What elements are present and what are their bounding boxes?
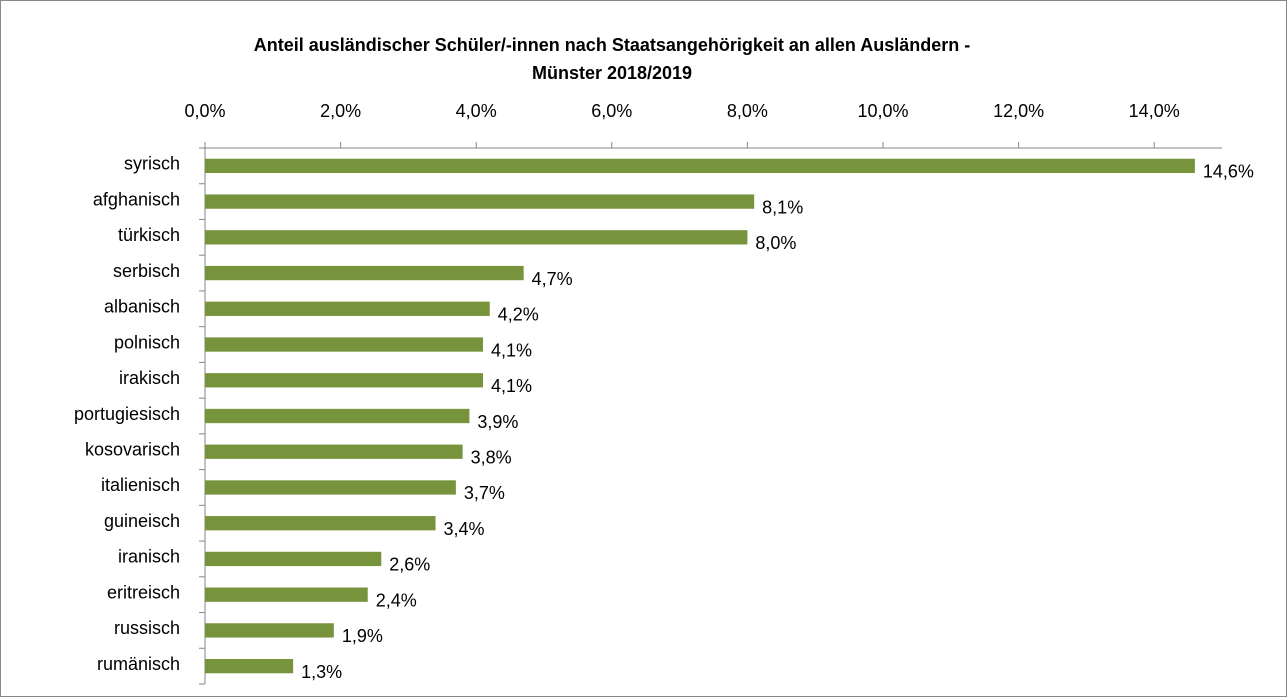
x-tick-label: 2,0% [320, 101, 361, 121]
bar [205, 337, 483, 352]
y-tick-label: iranisch [118, 547, 180, 567]
y-tick-label: syrisch [124, 154, 180, 174]
bar [205, 587, 368, 602]
y-tick-label: albanisch [104, 297, 180, 317]
value-label: 2,6% [389, 555, 430, 575]
y-tick-label: portugiesisch [74, 404, 180, 424]
value-label: 1,3% [301, 662, 342, 682]
value-label: 8,1% [762, 197, 803, 217]
bar [205, 265, 524, 281]
y-tick-label: türkisch [118, 225, 180, 245]
y-tick-label: rumänisch [97, 654, 180, 674]
chart-title: Münster 2018/2019 [532, 63, 692, 83]
value-label: 8,0% [755, 233, 796, 253]
bar [205, 373, 483, 388]
x-tick-label: 6,0% [591, 101, 632, 121]
y-tick-label: serbisch [113, 261, 180, 281]
value-label: 4,1% [491, 376, 532, 396]
bar [205, 194, 755, 209]
value-label: 3,7% [464, 483, 505, 503]
y-tick-label: irakisch [119, 368, 180, 388]
bar [205, 408, 470, 424]
value-label: 4,7% [532, 269, 573, 289]
value-label: 3,4% [444, 519, 485, 539]
value-label: 4,1% [491, 340, 532, 360]
y-tick-label: eritreisch [107, 582, 180, 602]
x-tick-label: 10,0% [857, 101, 908, 121]
y-tick-label: kosovarisch [85, 439, 180, 459]
x-tick-label: 0,0% [184, 101, 225, 121]
y-tick-label: guineisch [104, 511, 180, 531]
bar [205, 301, 490, 316]
value-label: 3,8% [471, 447, 512, 467]
value-label: 3,9% [477, 412, 518, 432]
value-label: 4,2% [498, 305, 539, 325]
bar [205, 658, 294, 674]
x-tick-label: 14,0% [1129, 101, 1180, 121]
chart-title: Anteil ausländischer Schüler/-innen nach… [254, 35, 971, 55]
x-tick-label: 4,0% [456, 101, 497, 121]
bar [205, 623, 334, 638]
x-tick-label: 8,0% [727, 101, 768, 121]
x-tick-label: 12,0% [993, 101, 1044, 121]
bar [205, 551, 382, 567]
y-tick-label: afghanisch [93, 189, 180, 209]
y-tick-label: polnisch [114, 332, 180, 352]
y-tick-label: italienisch [101, 475, 180, 495]
y-tick-label: russisch [114, 618, 180, 638]
bar [205, 480, 456, 495]
value-label: 1,9% [342, 626, 383, 646]
bar [205, 230, 748, 245]
bar [205, 158, 1195, 174]
value-label: 14,6% [1203, 162, 1254, 182]
value-label: 2,4% [376, 590, 417, 610]
bar [205, 516, 436, 531]
bar [205, 444, 463, 459]
